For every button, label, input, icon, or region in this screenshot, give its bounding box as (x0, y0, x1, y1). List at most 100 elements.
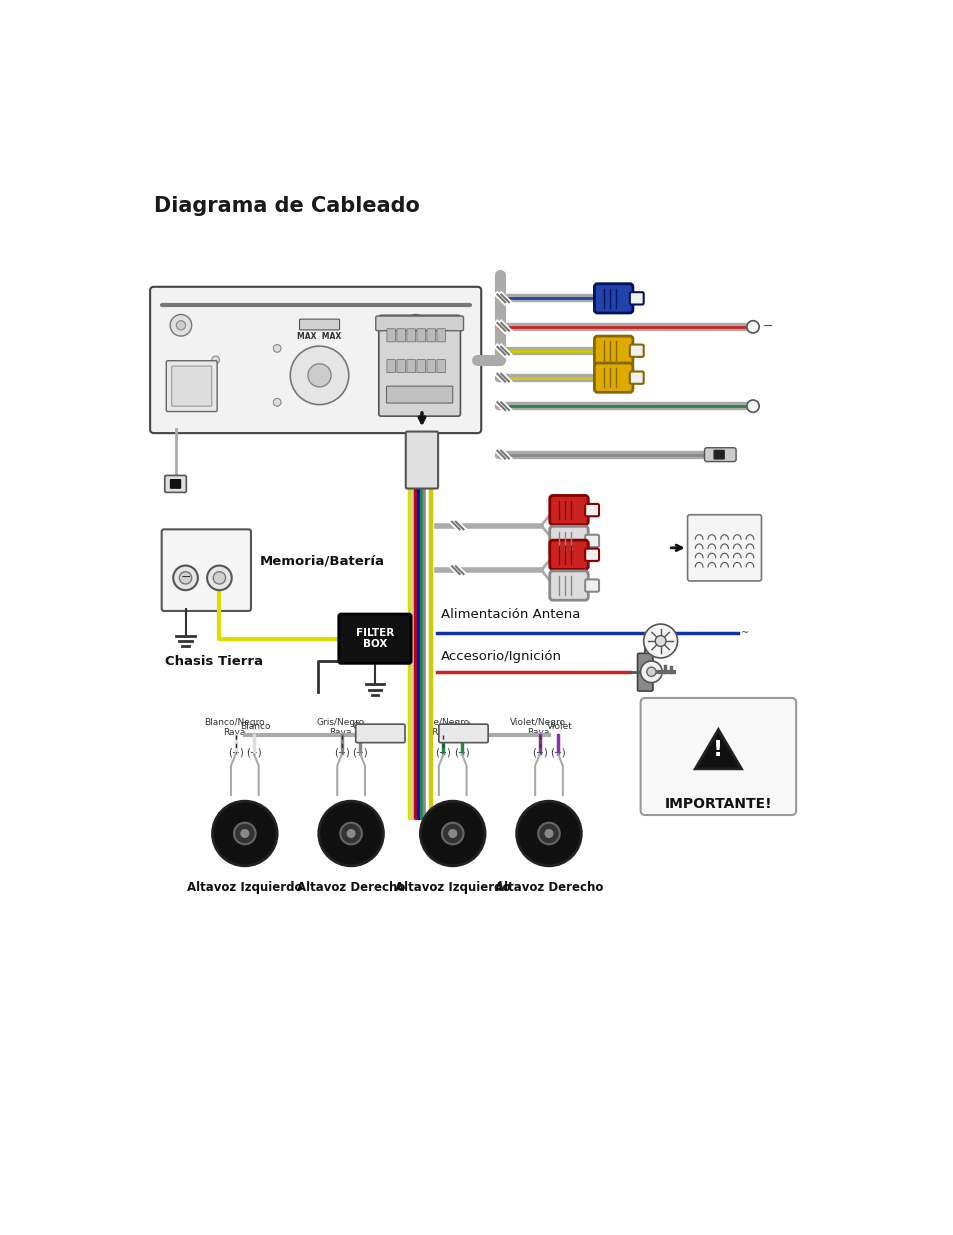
Circle shape (340, 823, 361, 845)
FancyBboxPatch shape (549, 495, 588, 525)
FancyBboxPatch shape (594, 284, 632, 312)
Text: Gris: Gris (353, 721, 371, 731)
Circle shape (441, 823, 463, 845)
Text: (+): (+) (246, 747, 262, 757)
FancyBboxPatch shape (378, 315, 460, 416)
FancyBboxPatch shape (407, 329, 415, 342)
Circle shape (318, 802, 383, 866)
FancyBboxPatch shape (438, 724, 488, 742)
Circle shape (646, 667, 656, 677)
Text: Altavoz Derecho: Altavoz Derecho (495, 882, 602, 894)
FancyBboxPatch shape (386, 387, 453, 403)
FancyBboxPatch shape (396, 329, 405, 342)
Text: Accesorio/Ignición: Accesorio/Ignición (440, 650, 561, 663)
Circle shape (233, 823, 255, 845)
FancyBboxPatch shape (150, 287, 480, 433)
FancyBboxPatch shape (416, 359, 425, 373)
FancyBboxPatch shape (629, 345, 643, 357)
Circle shape (170, 315, 192, 336)
FancyBboxPatch shape (549, 540, 588, 569)
Circle shape (179, 572, 192, 584)
FancyBboxPatch shape (405, 431, 437, 489)
Circle shape (347, 830, 355, 837)
Text: Alimentación Antena: Alimentación Antena (440, 608, 580, 620)
FancyBboxPatch shape (416, 329, 425, 342)
FancyBboxPatch shape (637, 653, 652, 692)
Text: Blanco: Blanco (240, 721, 271, 731)
Text: (−): (−) (228, 747, 243, 757)
FancyBboxPatch shape (549, 571, 588, 600)
FancyBboxPatch shape (387, 329, 395, 342)
Text: (−): (−) (436, 747, 451, 757)
FancyBboxPatch shape (584, 548, 598, 561)
FancyBboxPatch shape (407, 359, 415, 373)
Text: Violet: Violet (546, 721, 572, 731)
Circle shape (241, 830, 249, 837)
FancyBboxPatch shape (338, 614, 411, 663)
Circle shape (640, 661, 661, 683)
Text: (+): (+) (550, 747, 565, 757)
FancyBboxPatch shape (436, 329, 445, 342)
FancyBboxPatch shape (584, 504, 598, 516)
FancyBboxPatch shape (165, 475, 186, 493)
Circle shape (411, 321, 420, 330)
FancyBboxPatch shape (171, 479, 180, 488)
Text: IMPORTANTE!: IMPORTANTE! (664, 797, 771, 810)
Circle shape (212, 356, 219, 364)
Circle shape (176, 321, 185, 330)
Circle shape (517, 802, 580, 866)
Text: −: − (762, 320, 773, 333)
FancyBboxPatch shape (299, 319, 339, 330)
FancyBboxPatch shape (387, 359, 395, 373)
Circle shape (746, 321, 759, 333)
Circle shape (213, 802, 277, 866)
Text: Violet/Negro
Raya: Violet/Negro Raya (510, 718, 566, 737)
FancyBboxPatch shape (427, 329, 435, 342)
FancyBboxPatch shape (427, 359, 435, 373)
FancyBboxPatch shape (172, 366, 212, 406)
Circle shape (655, 636, 665, 646)
FancyBboxPatch shape (161, 530, 251, 611)
Text: FILTER
BOX: FILTER BOX (355, 627, 394, 650)
Circle shape (207, 566, 232, 590)
FancyBboxPatch shape (703, 448, 736, 462)
FancyBboxPatch shape (166, 361, 217, 411)
FancyBboxPatch shape (594, 363, 632, 393)
Circle shape (290, 346, 349, 405)
Text: !: ! (713, 740, 722, 761)
Text: (+): (+) (353, 747, 368, 757)
Text: Verde/Negro
Raya: Verde/Negro Raya (414, 718, 470, 737)
Circle shape (643, 624, 677, 658)
Text: Memoria/Batería: Memoria/Batería (260, 555, 385, 568)
Text: Chasis Tierra: Chasis Tierra (165, 655, 263, 668)
Circle shape (381, 399, 389, 406)
FancyBboxPatch shape (584, 579, 598, 592)
Circle shape (544, 830, 552, 837)
Text: Altavoz Izquierdo: Altavoz Izquierdo (395, 882, 510, 894)
FancyBboxPatch shape (629, 293, 643, 305)
Text: Altavoz Derecho: Altavoz Derecho (296, 882, 405, 894)
Polygon shape (695, 730, 740, 769)
FancyBboxPatch shape (687, 515, 760, 580)
FancyBboxPatch shape (375, 316, 463, 331)
Circle shape (537, 823, 559, 845)
Circle shape (308, 364, 331, 387)
Text: Blanco/Negro
Raya: Blanco/Negro Raya (204, 718, 264, 737)
Circle shape (274, 345, 281, 352)
FancyBboxPatch shape (640, 698, 796, 815)
Text: −: − (180, 572, 191, 584)
FancyBboxPatch shape (629, 372, 643, 384)
Circle shape (746, 400, 759, 412)
Text: Gris/Negro
Raya: Gris/Negro Raya (316, 718, 364, 737)
Text: Verde: Verde (450, 721, 476, 731)
FancyBboxPatch shape (436, 359, 445, 373)
FancyBboxPatch shape (355, 724, 405, 742)
Text: (+): (+) (454, 747, 469, 757)
FancyBboxPatch shape (396, 359, 405, 373)
Text: ~: ~ (740, 629, 749, 638)
FancyBboxPatch shape (714, 451, 723, 459)
FancyBboxPatch shape (549, 526, 588, 556)
Text: MAX  MAX: MAX MAX (297, 332, 341, 341)
Circle shape (274, 399, 281, 406)
Circle shape (420, 802, 484, 866)
